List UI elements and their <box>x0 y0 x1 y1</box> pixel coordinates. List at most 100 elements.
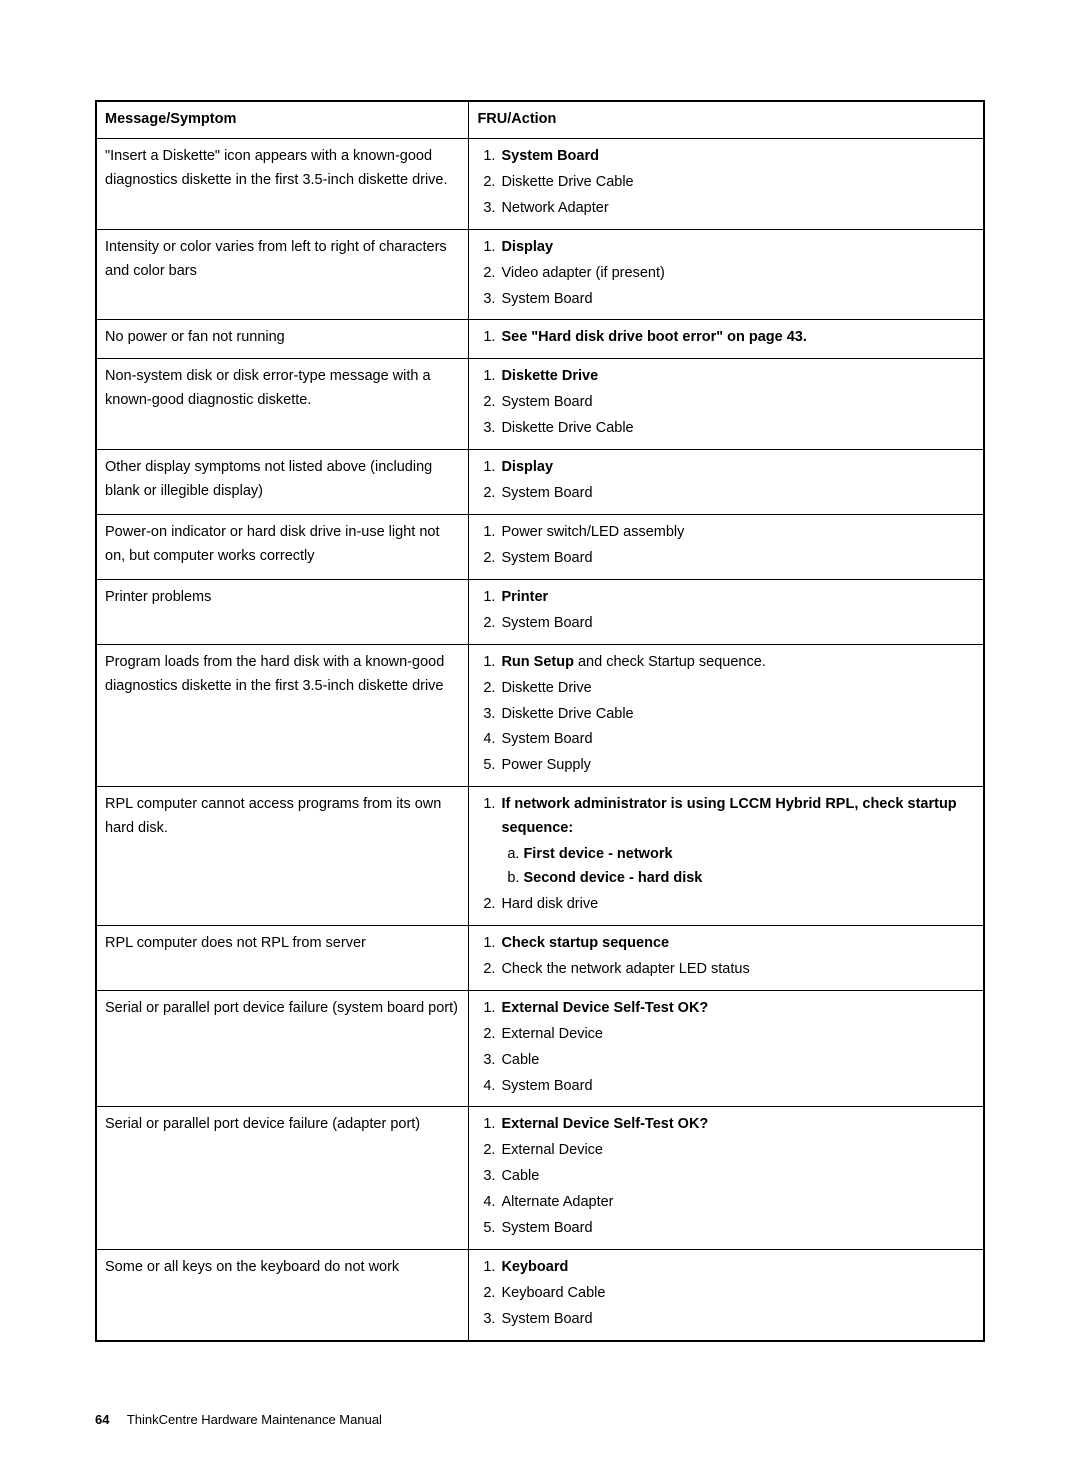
action-item: Diskette Drive Cable <box>499 171 975 195</box>
action-text: Power Supply <box>501 757 590 773</box>
action-item: Diskette Drive Cable <box>499 703 975 727</box>
action-text: Hard disk drive <box>501 896 598 912</box>
action-item: Display <box>499 456 975 480</box>
action-text-suffix: and check Startup sequence. <box>574 654 766 670</box>
symptom-cell: Intensity or color varies from left to r… <box>96 229 469 320</box>
action-item: See "Hard disk drive boot error" on page… <box>499 326 975 350</box>
table-row: Other display symptoms not listed above … <box>96 450 984 515</box>
table-row: RPL computer cannot access programs from… <box>96 787 984 926</box>
action-text: External Device <box>501 1026 603 1042</box>
action-subitem: First device - network <box>523 843 975 867</box>
action-text: Display <box>501 459 553 475</box>
action-item: System Board <box>499 482 975 506</box>
footer-title: ThinkCentre Hardware Maintenance Manual <box>127 1412 382 1427</box>
action-list: Keyboard Keyboard Cable System Board <box>477 1256 975 1332</box>
action-list: Run Setup and check Startup sequence. Dis… <box>477 651 975 779</box>
action-cell: Keyboard Keyboard Cable System Board <box>469 1250 984 1341</box>
action-list: External Device Self-Test OK? External De… <box>477 997 975 1099</box>
action-subitem: Second device - hard disk <box>523 867 975 891</box>
action-text: Diskette Drive Cable <box>501 706 633 722</box>
action-text-prefix: Run Setup <box>501 654 574 670</box>
action-text: Diskette Drive <box>501 680 591 696</box>
table-row: No power or fan not running See "Hard dis… <box>96 320 984 359</box>
action-item: Video adapter (if present) <box>499 262 975 286</box>
action-text: External Device <box>501 1142 603 1158</box>
action-item: System Board <box>499 391 975 415</box>
action-list: Check startup sequence Check the network … <box>477 932 975 982</box>
action-item: Diskette Drive <box>499 677 975 701</box>
table-row: Non-system disk or disk error-type messa… <box>96 359 984 450</box>
action-item: Check startup sequence <box>499 932 975 956</box>
table-row: Printer problemsPrinterSystem Board <box>96 579 984 644</box>
action-text: Diskette Drive Cable <box>501 174 633 190</box>
action-item: Keyboard <box>499 1256 975 1280</box>
table-row: Program loads from the hard disk with a … <box>96 644 984 787</box>
action-text: System Board <box>501 1220 592 1236</box>
action-cell: Display System Board <box>469 450 984 515</box>
action-text: Check the network adapter LED status <box>501 961 749 977</box>
action-item: System Board <box>499 288 975 312</box>
action-cell: Power switch/LED assembly System Board <box>469 514 984 579</box>
action-item: External Device Self-Test OK? <box>499 1113 975 1137</box>
action-item: External Device Self-Test OK? <box>499 997 975 1021</box>
action-item: Cable <box>499 1165 975 1189</box>
page-footer: 64 ThinkCentre Hardware Maintenance Manu… <box>95 1412 985 1427</box>
action-list: PrinterSystem Board <box>477 586 975 636</box>
col-header-action: FRU/Action <box>469 101 984 138</box>
table-row: Intensity or color varies from left to r… <box>96 229 984 320</box>
action-list: Power switch/LED assembly System Board <box>477 521 975 571</box>
action-item: If network administrator is using LCCM H… <box>499 793 975 891</box>
action-item: Check the network adapter LED status <box>499 958 975 982</box>
col-header-symptom: Message/Symptom <box>96 101 469 138</box>
action-text: System Board <box>501 550 592 566</box>
table-header-row: Message/Symptom FRU/Action <box>96 101 984 138</box>
action-item: Display <box>499 236 975 260</box>
action-item: Network Adapter <box>499 197 975 221</box>
action-text: System Board <box>501 148 599 164</box>
page-number: 64 <box>95 1412 109 1427</box>
action-item: Power switch/LED assembly <box>499 521 975 545</box>
action-list: If network administrator is using LCCM H… <box>477 793 975 917</box>
action-cell: Check startup sequence Check the network … <box>469 925 984 990</box>
action-item: Printer <box>499 586 975 610</box>
action-text: System Board <box>501 1078 592 1094</box>
action-text: Alternate Adapter <box>501 1194 613 1210</box>
action-text: Keyboard <box>501 1259 568 1275</box>
troubleshooting-table: Message/Symptom FRU/Action "Insert a Dis… <box>95 100 985 1342</box>
symptom-cell: Serial or parallel port device failure (… <box>96 990 469 1107</box>
table-row: Serial or parallel port device failure (… <box>96 1107 984 1250</box>
action-item: External Device <box>499 1139 975 1163</box>
action-item: Hard disk drive <box>499 893 975 917</box>
table-row: RPL computer does not RPL from serverChe… <box>96 925 984 990</box>
action-cell: PrinterSystem Board <box>469 579 984 644</box>
action-text: If network administrator is using LCCM H… <box>501 796 956 836</box>
action-item: System Board <box>499 547 975 571</box>
action-cell: Display Video adapter (if present) System … <box>469 229 984 320</box>
action-text: Network Adapter <box>501 200 608 216</box>
symptom-cell: No power or fan not running <box>96 320 469 359</box>
action-list: System Board Diskette Drive Cable Network … <box>477 145 975 221</box>
action-text: Video adapter (if present) <box>501 265 664 281</box>
action-item: System Board <box>499 1217 975 1241</box>
action-item: Cable <box>499 1049 975 1073</box>
symptom-cell: Some or all keys on the keyboard do not … <box>96 1250 469 1341</box>
table-row: "Insert a Diskette" icon appears with a … <box>96 138 984 229</box>
action-item: Keyboard Cable <box>499 1282 975 1306</box>
action-list: External Device Self-Test OK? External De… <box>477 1113 975 1241</box>
action-list: Display System Board <box>477 456 975 506</box>
action-list: See "Hard disk drive boot error" on page… <box>477 326 975 350</box>
action-text: See "Hard disk drive boot error" on page… <box>501 329 806 345</box>
action-cell: External Device Self-Test OK? External De… <box>469 1107 984 1250</box>
action-cell: System Board Diskette Drive Cable Network … <box>469 138 984 229</box>
action-item: Run Setup and check Startup sequence. <box>499 651 975 675</box>
table-row: Power-on indicator or hard disk drive in… <box>96 514 984 579</box>
action-item: External Device <box>499 1023 975 1047</box>
action-text: System Board <box>501 1311 592 1327</box>
action-cell: If network administrator is using LCCM H… <box>469 787 984 926</box>
symptom-cell: Printer problems <box>96 579 469 644</box>
action-item: System Board <box>499 1075 975 1099</box>
action-text: Power switch/LED assembly <box>501 524 684 540</box>
document-page: Message/Symptom FRU/Action "Insert a Dis… <box>0 0 1080 1467</box>
action-item: Power Supply <box>499 754 975 778</box>
symptom-cell: Serial or parallel port device failure (… <box>96 1107 469 1250</box>
